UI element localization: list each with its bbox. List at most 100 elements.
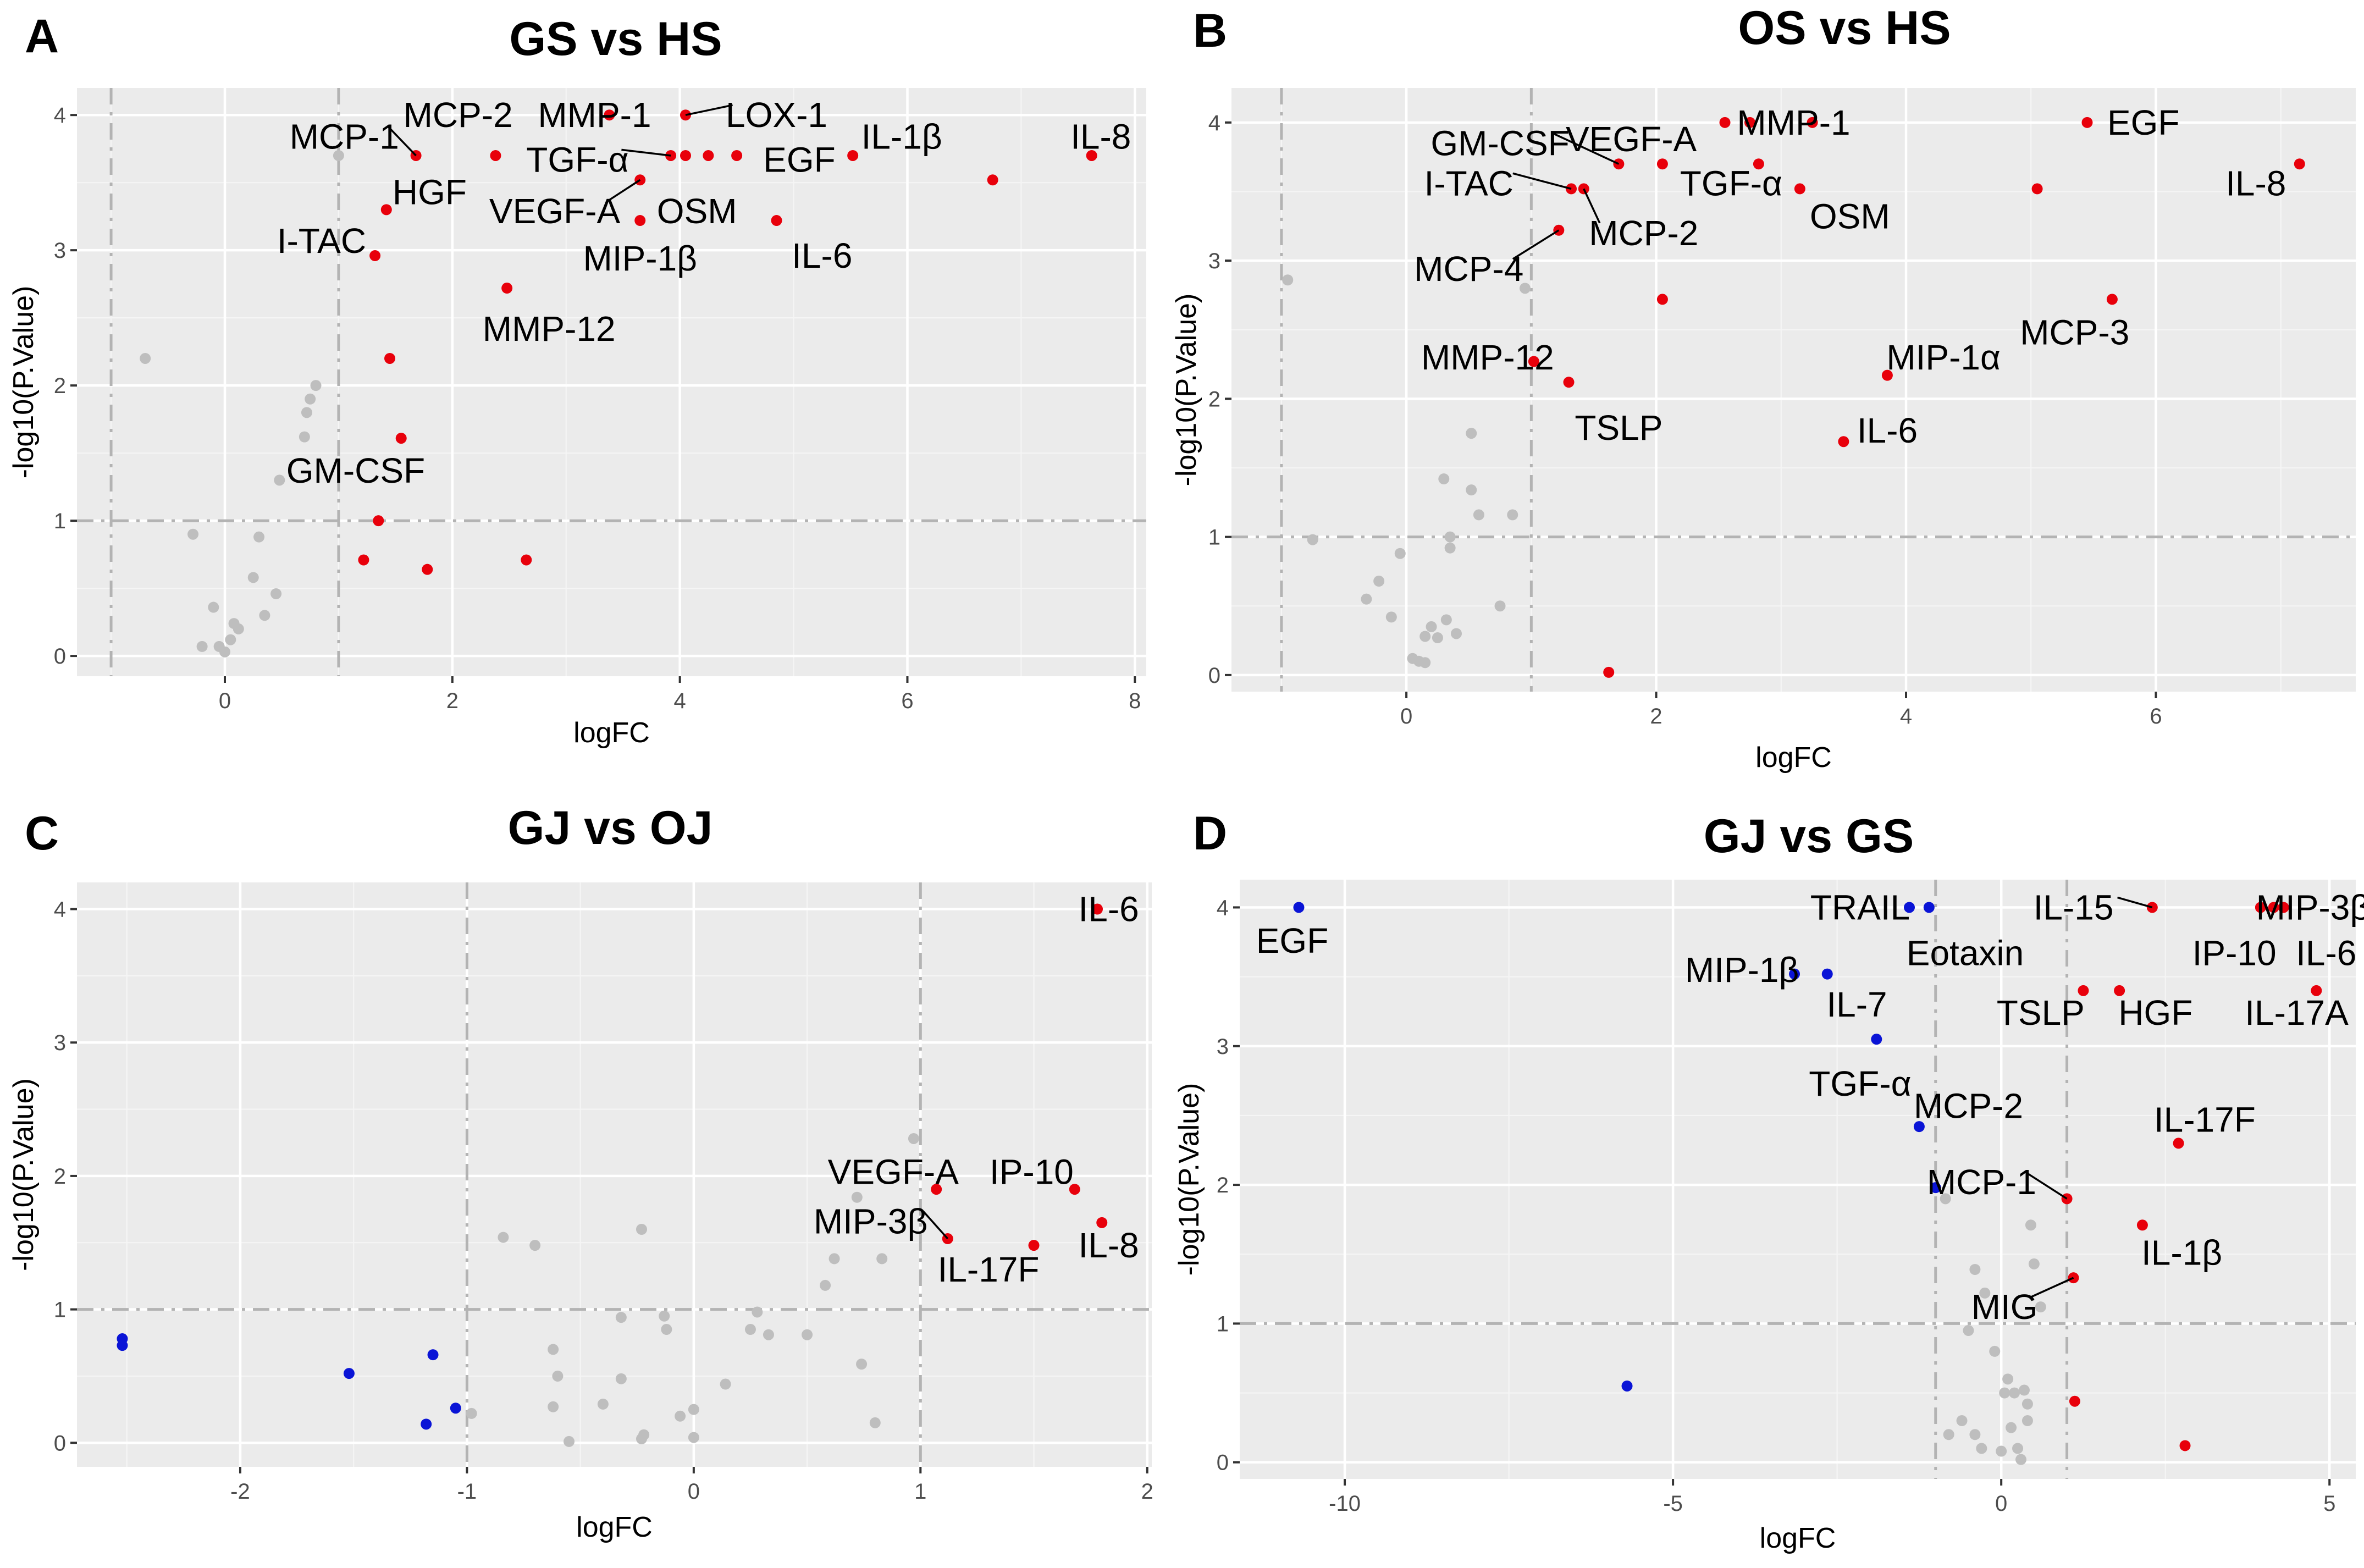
upregulated-point: [490, 150, 501, 161]
nonsignificant-point: [259, 610, 270, 621]
nonsignificant-point: [659, 1310, 670, 1322]
y-axis-title: -log10(P.Value): [8, 286, 40, 479]
downregulated-point: [1293, 902, 1305, 913]
point-label-mcp-2: MCP-2: [1914, 1086, 2023, 1125]
point-label-mmp-12: MMP-12: [1421, 338, 1554, 377]
nonsignificant-point: [1963, 1325, 1974, 1337]
x-tick-label: 0: [1400, 704, 1412, 728]
downregulated-point: [1789, 968, 1800, 980]
x-tick-label: -2: [230, 1479, 250, 1504]
nonsignificant-point: [140, 352, 151, 364]
nonsignificant-point: [720, 1378, 731, 1390]
x-tick-label: 1: [914, 1479, 926, 1504]
point-label-il-17f: IL-17F: [938, 1250, 1040, 1289]
nonsignificant-point: [876, 1253, 888, 1265]
point-label-il-1-: IL-1β: [2141, 1233, 2222, 1273]
downregulated-point: [1904, 902, 1915, 913]
nonsignificant-point: [1426, 621, 1437, 632]
nonsignificant-point: [2021, 1415, 2033, 1427]
point-label-il-6: IL-6: [1078, 890, 1139, 929]
nonsignificant-point: [856, 1359, 868, 1370]
upregulated-point: [1794, 183, 1805, 195]
nonsignificant-point: [247, 572, 259, 583]
nonsignificant-point: [2006, 1422, 2017, 1433]
point-label-il-7: IL-7: [1826, 985, 1887, 1024]
point-label-mmp-1: MMP-1: [1737, 103, 1850, 142]
nonsignificant-point: [466, 1407, 477, 1419]
x-axis-title: logFC: [573, 717, 650, 749]
upregulated-point: [2136, 1219, 2148, 1231]
nonsignificant-point: [1507, 509, 1518, 521]
point-label-mig: MIG: [1971, 1287, 2038, 1327]
y-tick-label: 0: [1208, 664, 1220, 688]
nonsignificant-point: [636, 1224, 647, 1235]
point-label-egf: EGF: [2107, 103, 2180, 142]
y-tick-label: 3: [54, 239, 66, 263]
nonsignificant-point: [564, 1436, 575, 1447]
upregulated-point: [2081, 117, 2093, 128]
point-label-il-17a: IL-17A: [2245, 993, 2349, 1033]
y-tick-label: 1: [54, 1298, 66, 1322]
nonsignificant-point: [763, 1329, 774, 1340]
label-leader-line: [2025, 1171, 2068, 1200]
nonsignificant-point: [1996, 1445, 2007, 1457]
point-label-tslp: TSLP: [1997, 993, 2085, 1033]
upregulated-point: [771, 215, 782, 227]
upregulated-point: [369, 250, 381, 262]
nonsignificant-point: [552, 1370, 564, 1382]
nonsignificant-point: [253, 531, 265, 543]
nonsignificant-point: [2025, 1219, 2036, 1231]
point-label-egf: EGF: [763, 140, 836, 179]
upregulated-point: [2311, 985, 2322, 996]
upregulated-point: [2106, 294, 2118, 305]
nonsignificant-point: [1979, 1287, 1991, 1299]
nonsignificant-point: [688, 1404, 699, 1415]
upregulated-point: [680, 150, 691, 161]
x-axis-title: logFC: [1760, 1522, 1836, 1554]
nonsignificant-point: [225, 634, 236, 645]
nonsignificant-point: [869, 1417, 881, 1428]
upregulated-point: [501, 283, 513, 294]
x-tick-label: 8: [1129, 689, 1141, 713]
panel-letter: D: [1193, 807, 1227, 860]
upregulated-point: [422, 564, 433, 575]
nonsignificant-point: [548, 1344, 559, 1355]
panel-letter: C: [25, 807, 59, 860]
y-axis-title: -log10(P.Value): [1170, 294, 1202, 487]
nonsignificant-point: [908, 1133, 919, 1144]
point-label-ip-10: IP-10: [990, 1152, 1074, 1192]
y-tick-label: 4: [54, 898, 66, 922]
label-leader-line: [685, 104, 733, 116]
point-label-tgf-: TGF-α: [1809, 1064, 1911, 1103]
nonsignificant-point: [828, 1253, 840, 1265]
upregulated-point: [1086, 150, 1097, 161]
panel-title: GJ vs GS: [1704, 810, 1914, 863]
upregulated-point: [1528, 356, 1539, 367]
upregulated-point: [1753, 158, 1764, 170]
upregulated-point: [604, 109, 615, 121]
point-label-eotaxin: Eotaxin: [1907, 934, 2024, 973]
upregulated-point: [2255, 902, 2266, 913]
nonsignificant-point: [1519, 283, 1531, 294]
upregulated-point: [2268, 902, 2279, 913]
nonsignificant-point: [851, 1191, 863, 1203]
upregulated-point: [395, 433, 407, 444]
y-tick-label: 2: [1208, 387, 1220, 411]
upregulated-point: [1744, 117, 1755, 128]
nonsignificant-point: [2028, 1258, 2040, 1269]
point-label-hgf: HGF: [393, 172, 467, 212]
upregulated-point: [1656, 158, 1668, 170]
x-axis-title: logFC: [1755, 742, 1832, 774]
point-label-mmp-1: MMP-1: [538, 95, 651, 135]
point-label-mip-1-: MIP-1β: [583, 239, 697, 278]
point-label-gm-csf: GM-CSF: [286, 451, 425, 490]
y-tick-label: 0: [1217, 1451, 1229, 1475]
nonsignificant-point: [597, 1398, 609, 1410]
nonsignificant-point: [615, 1373, 627, 1384]
x-tick-label: 2: [446, 689, 459, 713]
nonsignificant-point: [1466, 428, 1477, 439]
point-label-i-tac: I-TAC: [277, 221, 366, 261]
downregulated-point: [421, 1418, 432, 1430]
